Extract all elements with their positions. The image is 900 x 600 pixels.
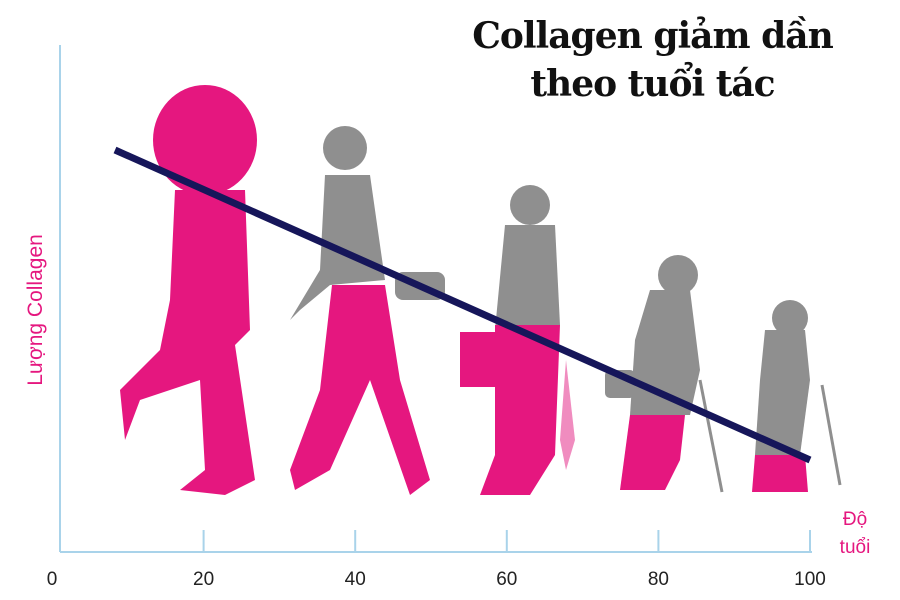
trend-line [113,146,812,464]
x-tick-label: 20 [193,569,214,590]
x-axis-label: Độ tuổi [839,509,871,558]
silhouettes [120,85,842,495]
x-tick-label: 0 [47,569,58,590]
x-tick-label: 80 [648,569,669,590]
x-tick-label: 60 [496,569,517,590]
x-tick-label: 40 [345,569,366,590]
x-tick-label: 100 [794,569,826,590]
chart-title: Collagen giảm dần theo tuổi tác [472,15,834,105]
y-axis-label: Lượng Collagen [24,234,47,386]
